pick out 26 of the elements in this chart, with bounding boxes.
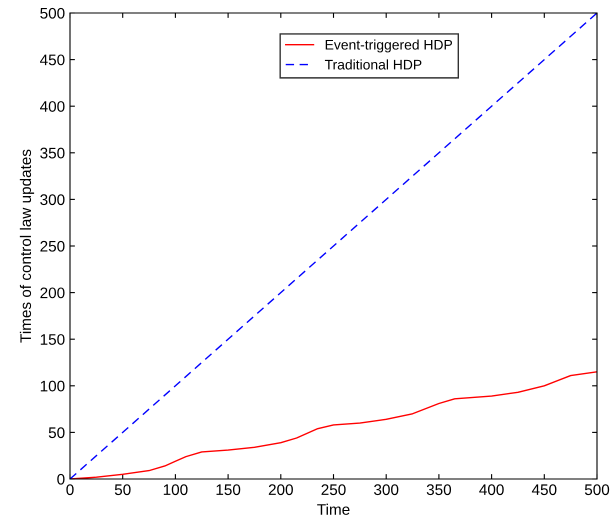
y-tick-label: 150 (40, 334, 65, 345)
legend-label: Event-triggered HDP (326, 39, 452, 52)
x-tick-label: 200 (268, 484, 293, 496)
x-tick-label: 500 (584, 484, 610, 496)
y-tick-label: 500 (40, 8, 65, 19)
x-tick-label: 50 (114, 484, 131, 496)
x-tick-label: 100 (164, 484, 188, 496)
y-tick-label: 50 (48, 427, 65, 438)
x-tick-label: 450 (532, 484, 556, 496)
y-tick-label: 250 (40, 240, 65, 252)
y-tick-label: 400 (40, 101, 65, 112)
x-tick-label: 300 (374, 484, 398, 496)
x-tick-label: 400 (479, 484, 504, 496)
y-tick-label: 100 (40, 380, 65, 392)
x-tick-label: 350 (426, 484, 452, 496)
x-tick-label: 250 (322, 484, 346, 496)
legend-label: Traditional HDP (324, 59, 422, 70)
x-tick-label: 0 (66, 484, 74, 496)
y-tick-label: 350 (40, 148, 65, 158)
x-axis-title: Time (317, 504, 350, 515)
y-tick-label: 300 (40, 194, 65, 206)
y-axis-title: Times of control law updates (20, 150, 34, 343)
y-tick-label: 450 (40, 54, 65, 66)
y-tick-label: 200 (40, 287, 65, 298)
y-tick-label: 0 (57, 474, 65, 485)
x-tick-label: 150 (216, 484, 240, 496)
